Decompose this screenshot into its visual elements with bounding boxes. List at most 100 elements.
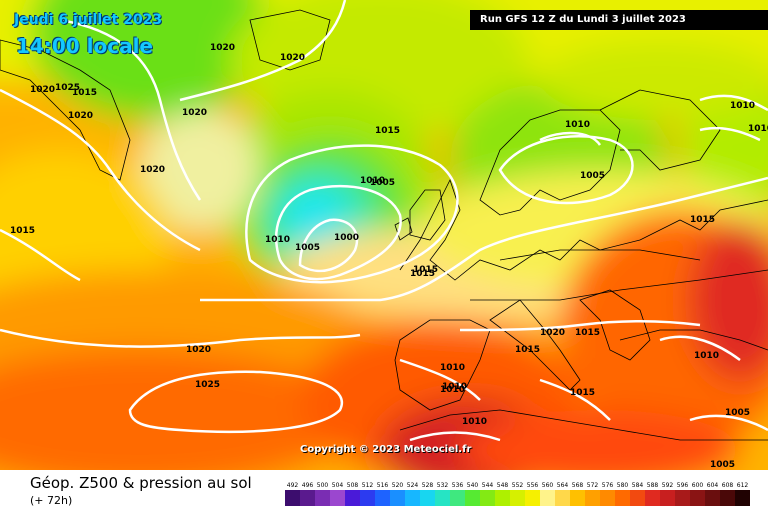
scale-label: 548 (497, 482, 509, 489)
color-scale: 492 496 500 504 508 512 516 520 524 528 532 536 540 5… (285, 482, 750, 506)
isobar-label: 1015 (515, 345, 540, 355)
scale-label: 492 (287, 482, 299, 489)
scale-label: 568 (572, 482, 584, 489)
isobar-label: 1010 (442, 382, 467, 392)
scale-swatch (720, 490, 736, 506)
scale-swatch (525, 490, 541, 506)
isobar-label: 1005 (295, 243, 320, 253)
isobar-label: 1015 (570, 388, 595, 398)
scale-swatch (300, 490, 316, 506)
isobar-label: 1025 (195, 380, 220, 390)
scale-swatch (585, 490, 601, 506)
scale-swatch (330, 490, 346, 506)
isobar-label: 1020 (30, 85, 55, 95)
scale-swatch (660, 490, 676, 506)
scale-swatch (345, 490, 361, 506)
isobar-label: 1015 (575, 328, 600, 338)
isobar-label: 1010 (565, 120, 590, 130)
isobar-label: 1005 (710, 460, 735, 470)
forecast-offset: (+ 72h) (30, 494, 73, 507)
scale-label: 544 (482, 482, 494, 489)
isobar-label: 1020 (68, 111, 93, 121)
scale-swatch (465, 490, 481, 506)
isobar-label: 1005 (370, 178, 395, 188)
forecast-time: 14:00 locale (16, 34, 153, 58)
scale-swatch (495, 490, 511, 506)
isobar-label: 1010 (360, 176, 385, 186)
scale-swatch (420, 490, 436, 506)
scale-swatch (375, 490, 391, 506)
model-run-banner: Run GFS 12 Z du Lundi 3 juillet 2023 (470, 10, 768, 30)
isobar-label: 1020 (140, 165, 165, 175)
isobar-label: 1000 (334, 233, 359, 243)
isobar-label: 1005 (580, 171, 605, 181)
scale-swatch (510, 490, 526, 506)
isobar-label: 1010 (694, 351, 719, 361)
scale-swatch (570, 490, 586, 506)
scale-swatch (315, 490, 331, 506)
isobar-label: 1010 (265, 235, 290, 245)
isobar-label: 1010 (440, 363, 465, 373)
isobar-label: 1015 (375, 126, 400, 136)
scale-label: 540 (467, 482, 479, 489)
scale-swatch (390, 490, 406, 506)
scale-swatch (675, 490, 691, 506)
scale-label: 532 (437, 482, 449, 489)
scale-label: 580 (617, 482, 629, 489)
scale-swatch (360, 490, 376, 506)
scale-label: 592 (662, 482, 674, 489)
scale-label: 596 (677, 482, 689, 489)
isobar-label: 1010 (462, 417, 487, 427)
coastlines (0, 9, 768, 441)
scale-label: 552 (512, 482, 524, 489)
scale-label: 528 (422, 482, 434, 489)
scale-label: 588 (647, 482, 659, 489)
scale-label: 500 (317, 482, 329, 489)
isobar-label: 1005 (725, 408, 750, 418)
isobar-label: 1020 (210, 43, 235, 53)
isobar-label: 1015 (410, 269, 435, 279)
scale-label: 600 (692, 482, 704, 489)
scale-swatch (735, 490, 750, 506)
scale-label: 508 (347, 482, 359, 489)
legend-bar: Géop. Z500 & pression au sol (+ 72h) 492… (0, 470, 768, 512)
scale-label: 584 (632, 482, 644, 489)
isobar-label: 1020 (182, 108, 207, 118)
scale-label: 608 (722, 482, 734, 489)
isobar-label: 1015 (413, 265, 438, 275)
map-title: Géop. Z500 & pression au sol (30, 474, 252, 492)
scale-swatch (555, 490, 571, 506)
scale-swatch (285, 490, 301, 506)
isobar-label: 1015 (10, 226, 35, 236)
scale-label: 516 (377, 482, 389, 489)
scale-label: 612 (737, 482, 749, 489)
scale-label: 496 (302, 482, 314, 489)
isobar-label: 1020 (540, 328, 565, 338)
scale-label: 560 (542, 482, 554, 489)
scale-swatch (600, 490, 616, 506)
scale-label: 604 (707, 482, 719, 489)
forecast-date: Jeudi 6 juillet 2023 (14, 12, 163, 28)
isobar-lines (0, 0, 768, 440)
isobar-label: 1015 (690, 215, 715, 225)
copyright-notice: Copyright © 2023 Meteociel.fr (300, 444, 472, 455)
scale-label: 576 (602, 482, 614, 489)
scale-label: 504 (332, 482, 344, 489)
isobar-label: 1020 (280, 53, 305, 63)
isobar-label: 1010 (730, 101, 755, 111)
scale-swatch (450, 490, 466, 506)
isobar-label: 1020 (186, 345, 211, 355)
scale-label: 524 (407, 482, 419, 489)
isobar-label: 1010 (748, 124, 768, 134)
scale-swatch (690, 490, 706, 506)
scale-swatch (645, 490, 661, 506)
isobar-label: 1010 (440, 385, 465, 395)
scale-swatch (615, 490, 631, 506)
scale-label: 556 (527, 482, 539, 489)
isobar-label: 1015 (72, 88, 97, 98)
scale-swatch (480, 490, 496, 506)
scale-label: 536 (452, 482, 464, 489)
